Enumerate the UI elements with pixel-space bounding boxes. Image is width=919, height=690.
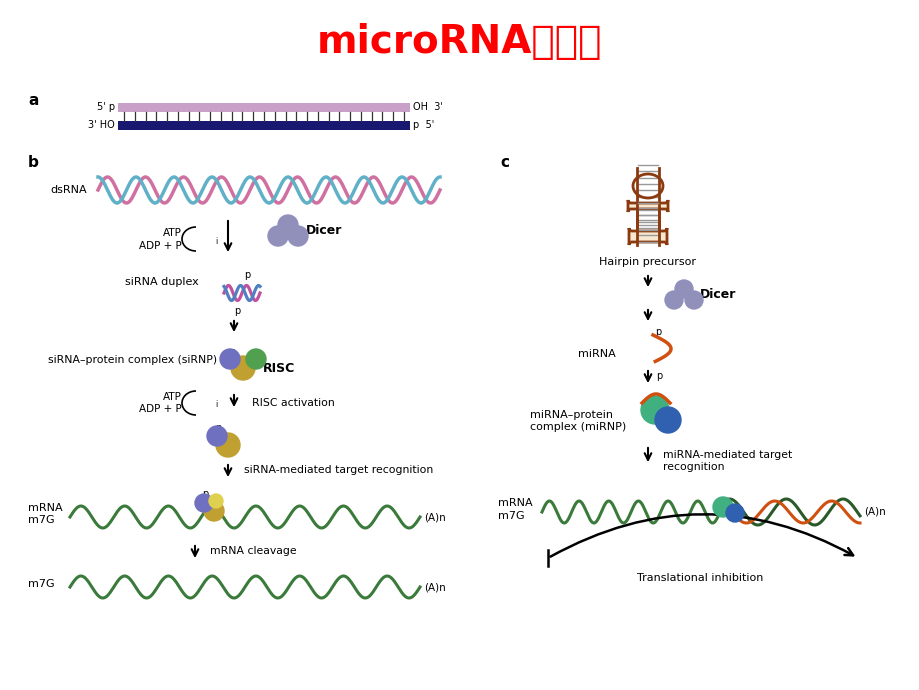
Text: RISC activation: RISC activation: [252, 398, 335, 408]
Text: siRNA–protein complex (siRNP): siRNA–protein complex (siRNP): [48, 355, 217, 365]
Circle shape: [207, 426, 227, 446]
Text: a: a: [28, 93, 39, 108]
Text: Hairpin precursor: Hairpin precursor: [599, 257, 696, 267]
Text: m7G: m7G: [497, 511, 524, 521]
Ellipse shape: [633, 175, 662, 197]
Circle shape: [220, 349, 240, 369]
FancyBboxPatch shape: [629, 228, 666, 245]
Text: i: i: [215, 237, 217, 246]
Circle shape: [685, 291, 702, 309]
Bar: [118, 121, 410, 130]
Circle shape: [725, 504, 743, 522]
Circle shape: [231, 356, 255, 380]
Circle shape: [664, 291, 682, 309]
Text: b: b: [28, 155, 39, 170]
Text: ATP: ATP: [163, 228, 182, 238]
Text: siRNA duplex: siRNA duplex: [125, 277, 199, 287]
Text: p: p: [654, 395, 661, 405]
Text: Dicer: Dicer: [699, 288, 735, 302]
Text: miRNA: miRNA: [577, 349, 615, 359]
Circle shape: [288, 226, 308, 246]
Text: complex (miRNP): complex (miRNP): [529, 422, 626, 432]
Text: ADP + P: ADP + P: [139, 241, 182, 251]
Text: 3' HO: 3' HO: [88, 121, 115, 130]
Circle shape: [195, 494, 213, 512]
Text: RISC: RISC: [263, 362, 295, 375]
Circle shape: [712, 497, 732, 517]
Text: ATP: ATP: [163, 392, 182, 402]
Text: miRNA-mediated target: miRNA-mediated target: [663, 450, 791, 460]
Circle shape: [654, 407, 680, 433]
Text: p  5': p 5': [413, 121, 434, 130]
Text: c: c: [499, 155, 508, 170]
Circle shape: [216, 433, 240, 457]
Text: m7G: m7G: [28, 515, 54, 525]
Circle shape: [641, 396, 668, 424]
Circle shape: [204, 501, 223, 521]
Circle shape: [675, 280, 692, 298]
Circle shape: [267, 226, 288, 246]
Text: mRNA: mRNA: [497, 498, 532, 508]
Text: (A)n: (A)n: [424, 512, 446, 522]
Text: 5' p: 5' p: [96, 103, 115, 112]
Text: OH  3': OH 3': [413, 103, 442, 112]
Circle shape: [209, 494, 222, 508]
Text: recognition: recognition: [663, 462, 724, 472]
Text: p: p: [215, 423, 221, 433]
Bar: [118, 103, 410, 112]
Text: miRNA–protein: miRNA–protein: [529, 410, 612, 420]
Text: mRNA: mRNA: [28, 503, 62, 513]
Text: dsRNA: dsRNA: [50, 185, 86, 195]
Text: i: i: [215, 400, 217, 409]
Text: p: p: [244, 270, 250, 280]
Text: p: p: [233, 306, 240, 316]
FancyBboxPatch shape: [628, 200, 667, 212]
Circle shape: [278, 215, 298, 235]
Text: (A)n: (A)n: [424, 582, 446, 592]
Text: microRNA的调控: microRNA的调控: [317, 23, 602, 61]
Text: Dicer: Dicer: [306, 224, 342, 237]
Text: siRNA-mediated target recognition: siRNA-mediated target recognition: [244, 465, 433, 475]
Text: p: p: [654, 327, 661, 337]
Circle shape: [245, 349, 266, 369]
Text: p: p: [229, 347, 235, 357]
Text: mRNA cleavage: mRNA cleavage: [210, 546, 296, 556]
Text: p: p: [201, 489, 208, 499]
Text: Translational inhibition: Translational inhibition: [636, 573, 763, 583]
Text: m7G: m7G: [28, 579, 54, 589]
Text: p: p: [655, 371, 662, 381]
FancyArrowPatch shape: [550, 514, 852, 557]
Text: ADP + P: ADP + P: [139, 404, 182, 414]
Text: (A)n: (A)n: [863, 507, 885, 517]
